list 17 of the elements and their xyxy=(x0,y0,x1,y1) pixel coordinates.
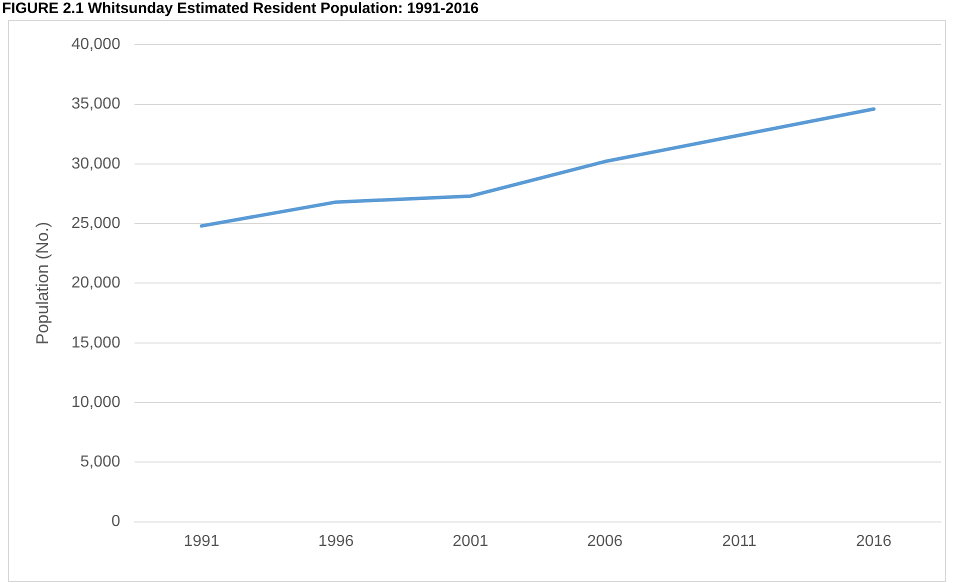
y-tick-label: 15,000 xyxy=(71,334,120,352)
y-axis-title: Population (No.) xyxy=(32,222,52,345)
y-tick-label: 10,000 xyxy=(71,394,120,411)
y-tick-label: 40,000 xyxy=(71,36,120,54)
x-tick-label: 1991 xyxy=(184,532,220,550)
chart-title: FIGURE 2.1 Whitsunday Estimated Resident Population: 1991-2016 xyxy=(2,0,479,17)
y-tick-label: 5,000 xyxy=(80,454,120,471)
x-tick-label: 2011 xyxy=(722,532,757,550)
y-tick-label: 30,000 xyxy=(71,155,120,172)
y-tick-label: 20,000 xyxy=(71,274,120,292)
x-tick-label: 2006 xyxy=(587,532,623,550)
x-tick-label: 1996 xyxy=(318,532,354,550)
x-tick-label: 2016 xyxy=(856,532,892,550)
y-tick-label: 35,000 xyxy=(71,96,120,113)
y-tick-label: 0 xyxy=(111,513,120,530)
x-tick-label: 2001 xyxy=(452,532,488,550)
y-tick-label: 25,000 xyxy=(71,214,120,232)
